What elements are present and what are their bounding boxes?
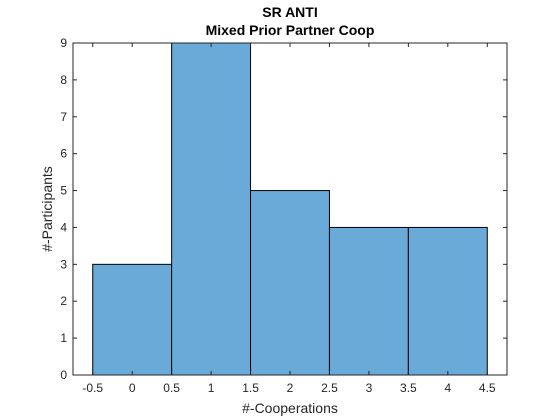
histogram-bar: [328, 226, 409, 376]
y-tick-label: 6: [60, 147, 67, 161]
x-tick-label: 4: [444, 381, 451, 395]
x-tick-label: 1: [208, 381, 215, 395]
bars-layer: [92, 42, 488, 376]
x-tick-label: 3: [366, 381, 373, 395]
y-tick-label: 2: [60, 294, 67, 308]
histogram-bar: [407, 226, 488, 376]
x-tick-label: -0.5: [82, 381, 103, 395]
y-tick-label: 0: [60, 368, 67, 382]
y-tick-label: 1: [60, 331, 67, 345]
y-axis-label: #-Participants: [39, 166, 55, 252]
y-tick-label: 3: [60, 257, 67, 271]
x-tick-label: 2.5: [321, 381, 338, 395]
chart-title: SR ANTI: [262, 4, 317, 20]
y-ticks: 0 1 2 3 4 5 6 7 8 9: [60, 36, 507, 382]
chart-subtitle: Mixed Prior Partner Coop: [206, 22, 375, 38]
x-tick-label: 0.5: [163, 381, 180, 395]
y-tick-label: 9: [60, 36, 67, 50]
y-tick-label: 7: [60, 110, 67, 124]
x-tick-label: 3.5: [400, 381, 417, 395]
x-tick-label: 2: [287, 381, 294, 395]
x-axis-label: #-Cooperations: [242, 400, 338, 416]
histogram-bar: [171, 42, 252, 376]
x-tick-label: 4.5: [479, 381, 496, 395]
histogram-bar: [250, 190, 330, 376]
y-tick-label: 4: [60, 220, 67, 234]
x-tick-label: 0: [129, 381, 136, 395]
histogram-bar: [92, 263, 173, 376]
y-tick-label: 5: [60, 184, 67, 198]
x-ticks: -0.5 0 0.5 1 1.5 2 2.5 3 3.5 4 4.5: [82, 43, 496, 395]
x-tick-label: 1.5: [242, 381, 259, 395]
y-tick-label: 8: [60, 73, 67, 87]
